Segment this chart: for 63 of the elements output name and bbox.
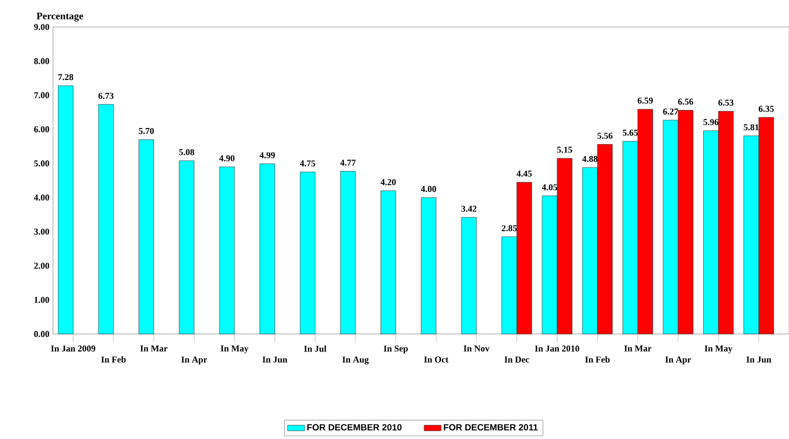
- bar: [98, 104, 114, 334]
- data-label: 5.96: [703, 119, 719, 126]
- y-tick-label: 5.00: [34, 160, 50, 166]
- x-tick-label: In Feb: [585, 356, 610, 363]
- x-tick-label: In Mar: [140, 346, 168, 352]
- data-label: 4.00: [420, 186, 436, 192]
- data-label: 5.15: [557, 146, 572, 153]
- y-tick-label: 7.00: [34, 92, 50, 98]
- data-label: 5.56: [597, 132, 613, 139]
- x-tick-label: In Jan 2009: [51, 346, 96, 352]
- y-tick-label: 6.00: [34, 126, 50, 132]
- data-label: 6.53: [718, 100, 734, 106]
- x-tick-label: In Oct: [424, 356, 448, 363]
- data-label: 4.88: [582, 156, 598, 162]
- data-label: 6.56: [678, 98, 694, 105]
- data-label: 7.28: [58, 74, 74, 80]
- legend-label: FOR DECEMBER 2011: [444, 424, 538, 430]
- y-axis-title: Percentage: [36, 12, 84, 22]
- bar: [461, 217, 477, 334]
- x-tick-label: In Feb: [101, 356, 126, 363]
- bar: [178, 160, 194, 334]
- x-tick-label: In Dec: [504, 356, 530, 363]
- data-label: 4.77: [340, 160, 356, 166]
- x-tick-label: In Mar: [624, 346, 652, 352]
- x-tick-label: In Apr: [181, 356, 208, 364]
- bar: [340, 171, 356, 334]
- data-label: 5.70: [138, 128, 154, 134]
- bar: [219, 166, 235, 334]
- bar: [260, 164, 276, 334]
- y-tick-label: 9.00: [34, 24, 50, 30]
- data-label: 5.81: [744, 124, 759, 130]
- x-tick-label: In Jun: [746, 356, 772, 363]
- bar: [420, 197, 436, 334]
- data-label: 6.59: [638, 98, 653, 104]
- bar: [58, 85, 74, 334]
- y-tick-label: 3.00: [34, 228, 50, 235]
- y-tick-label: 2.00: [34, 262, 50, 269]
- data-label: 4.20: [380, 179, 396, 186]
- y-tick-label: 0.00: [34, 330, 50, 338]
- data-label: 3.42: [461, 206, 476, 212]
- x-tick-label: In Apr: [665, 356, 691, 364]
- data-label: 6.73: [98, 92, 114, 99]
- data-label: 4.45: [516, 170, 532, 177]
- data-label: 4.75: [300, 160, 316, 166]
- y-tick-label: 1.00: [34, 296, 50, 303]
- x-tick-label: In May: [704, 346, 732, 354]
- x-tick-label: In Sep: [384, 346, 408, 354]
- data-label: 5.08: [179, 149, 194, 156]
- x-tick-label: In Jun: [262, 356, 288, 363]
- data-label: 6.35: [758, 106, 774, 112]
- data-label: 4.90: [219, 155, 234, 162]
- legend-label: FOR DECEMBER 2010: [307, 424, 402, 430]
- y-tick-label: 4.00: [34, 194, 50, 201]
- bar: [300, 172, 316, 334]
- y-tick-label: 8.00: [34, 58, 50, 64]
- data-label: 4.99: [260, 152, 275, 158]
- bar: [138, 139, 154, 334]
- x-tick-label: In May: [220, 346, 248, 354]
- x-tick-label: In Jan 2010: [534, 346, 580, 352]
- bar: [380, 190, 396, 334]
- x-tick-label: In Jul: [304, 346, 326, 352]
- x-tick-label: In Aug: [342, 356, 369, 364]
- x-tick-label: In Nov: [464, 346, 490, 352]
